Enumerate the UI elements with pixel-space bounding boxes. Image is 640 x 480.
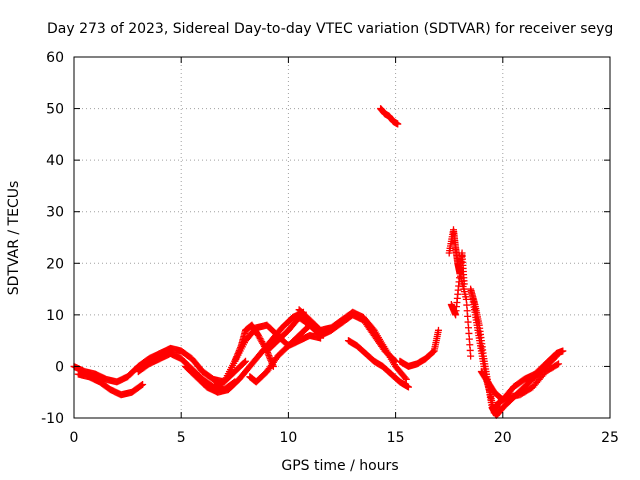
series-sat-k: [377, 105, 402, 128]
series-sat-j: [344, 337, 412, 391]
y-axis-label: SDTVAR / TECUs: [6, 181, 22, 296]
chart-title: Day 273 of 2023, Sidereal Day-to-day VTE…: [47, 21, 613, 37]
data-point: [559, 347, 567, 355]
x-axis-label: GPS time / hours: [281, 458, 398, 474]
series-sat-q: [477, 347, 567, 404]
y-tick-label: 20: [46, 256, 64, 272]
x-tick-label: 0: [70, 430, 79, 446]
x-tick-label: 25: [601, 430, 619, 446]
series-sat-i: [295, 306, 410, 383]
series-sat-l: [396, 326, 442, 370]
data-point: [467, 352, 475, 360]
data-point: [553, 361, 561, 369]
y-tick-label: 0: [55, 359, 64, 375]
series-sat-g: [246, 321, 314, 386]
x-tick-label: 10: [279, 430, 297, 446]
series-sat-m: [445, 226, 468, 288]
series-sat-b: [74, 370, 147, 399]
series-sat-n: [447, 270, 475, 360]
data-point: [434, 326, 442, 334]
y-tick-label: 30: [46, 205, 64, 221]
y-tick-label: -10: [41, 411, 64, 427]
y-tick-label: 40: [46, 153, 64, 169]
data-point: [240, 358, 248, 366]
x-tick-label: 15: [387, 430, 405, 446]
data-point: [401, 374, 409, 382]
tick-labels: 0 5 10 15 20 25 -10 0 10 20 30 40 50 60: [41, 50, 619, 446]
y-tick-label: 10: [46, 308, 64, 324]
x-tick-label: 5: [177, 430, 186, 446]
data-point: [555, 360, 563, 368]
plot-frame: [73, 56, 611, 419]
data-point: [404, 383, 412, 391]
data-point: [138, 381, 146, 389]
y-tick-label: 60: [46, 50, 64, 66]
y-tick-label: 50: [46, 102, 64, 118]
tick-marks: [73, 56, 611, 419]
data-markers: [70, 105, 567, 419]
data-point: [242, 357, 250, 365]
grid-lines: [74, 57, 610, 418]
data-point: [402, 375, 410, 383]
data-point: [394, 120, 402, 128]
x-tick-label: 20: [494, 430, 512, 446]
data-point: [139, 380, 147, 388]
